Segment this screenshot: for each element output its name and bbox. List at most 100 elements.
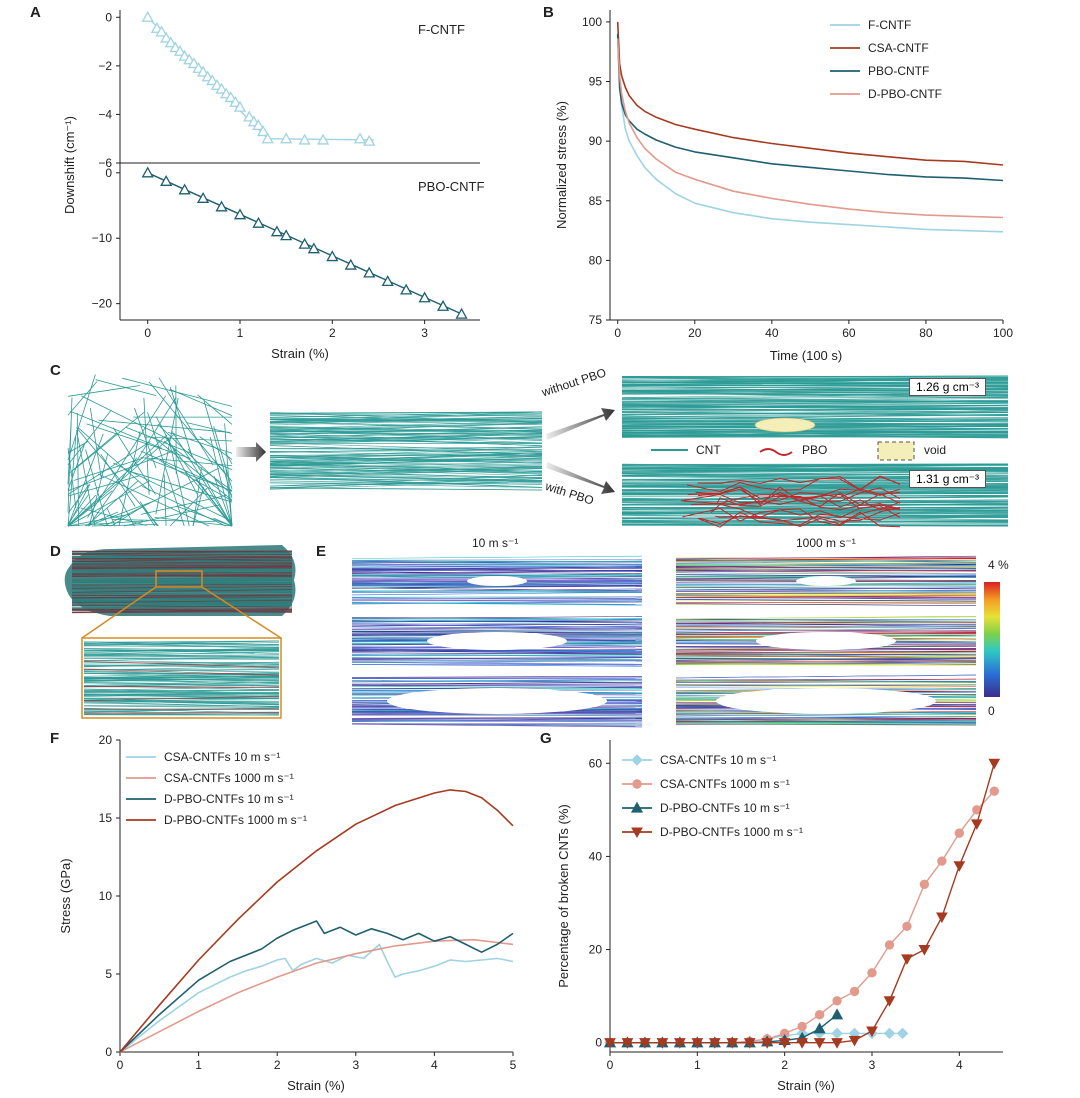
pbo-chain (691, 495, 901, 511)
zoom-inset-pbo (83, 660, 280, 715)
strain-fiber (675, 587, 977, 591)
pbo-chain (695, 488, 901, 502)
pbocntf-point (400, 283, 413, 295)
fiber (269, 461, 543, 468)
fiber (269, 442, 543, 452)
fiber (67, 381, 98, 416)
strain-fiber (675, 558, 977, 561)
pbocntf-point (233, 208, 247, 220)
pbocntf-point (307, 242, 320, 254)
fiber (214, 460, 233, 482)
panel-b-xlabel: Time (100 s) (770, 348, 842, 363)
fiber (88, 453, 109, 527)
x-tick-label: 1 (694, 1058, 701, 1072)
strain-fiber (675, 723, 977, 726)
fiber (269, 482, 543, 488)
fcntf-point (353, 132, 367, 144)
fiber (213, 476, 233, 527)
x-tick-label: 3 (869, 1058, 876, 1072)
fiber (83, 654, 280, 658)
fiber (71, 554, 293, 558)
strain-fiber (675, 562, 977, 565)
fracture-void (716, 688, 936, 714)
strain-fiber (675, 595, 977, 598)
fiber (83, 693, 280, 696)
fiber (269, 473, 543, 479)
fcntf-point (215, 82, 228, 94)
panel-g-point (656, 1038, 669, 1049)
x-tick-label: 0 (614, 326, 621, 340)
strain-fiber (351, 616, 643, 619)
strain-snapshot-col1-row3 (351, 675, 643, 728)
strain-fiber (351, 572, 643, 576)
fiber (81, 395, 171, 441)
fiber (621, 425, 1009, 429)
y-tick-label: 0 (105, 1045, 112, 1059)
pbocntf-point (436, 299, 450, 311)
y-tick-label: 95 (589, 75, 603, 89)
legend-label: PBO-CNTF (868, 64, 929, 78)
y-tick-label: 15 (99, 811, 113, 825)
strain-snapshot-col1-row1 (351, 555, 643, 606)
y-tick-label: −4 (98, 107, 112, 121)
fiber (621, 426, 1009, 432)
legend-label: D-PBO-CNTFs 10 m s⁻¹ (164, 792, 294, 806)
fcntf-point (256, 125, 270, 137)
pbo-chain (714, 506, 901, 522)
strain-fiber (675, 572, 977, 575)
fiber (83, 689, 280, 695)
x-tick-label: 3 (421, 326, 428, 340)
fiber (71, 557, 293, 560)
panel-f-series-line (119, 920, 514, 1053)
legend-marker (631, 754, 643, 766)
fiber (71, 566, 293, 569)
fcntf-fit-line (147, 16, 374, 141)
fiber (76, 427, 159, 527)
pbocntf-point (270, 225, 284, 237)
panel-g-point (918, 945, 931, 956)
fiber (185, 470, 233, 527)
panel-g-point (726, 1038, 739, 1049)
panel-g-point (954, 828, 965, 838)
fiber (269, 446, 543, 449)
fcntf-point (141, 10, 154, 22)
fiber (71, 568, 293, 571)
panel-g-point (883, 996, 896, 1007)
panel-g-point (848, 1035, 861, 1047)
panel-g-point (708, 1038, 721, 1049)
fcntf-point (243, 110, 256, 122)
y-tick-label: −2 (98, 59, 112, 73)
strain-fiber (351, 652, 643, 655)
fiber (209, 436, 233, 527)
fiber (86, 480, 139, 527)
fiber (67, 441, 151, 495)
panel-g-point (884, 940, 895, 950)
fiber (621, 433, 1009, 437)
panel-g-point (778, 1038, 791, 1049)
fcntf-point (261, 132, 274, 144)
fcntf-point (155, 25, 168, 37)
strain-snapshot-col2-row1 (675, 555, 977, 606)
panel-a-ylabel: Downshift (cm⁻¹) (62, 116, 77, 214)
fiber (83, 692, 280, 697)
fiber (621, 519, 1009, 523)
fiber (269, 445, 543, 456)
panel-g-point (796, 1038, 808, 1049)
strain-fiber (351, 555, 643, 559)
panel-g-point (831, 1027, 843, 1040)
strain-fiber (351, 649, 643, 652)
fiber (83, 664, 280, 667)
fiber (269, 439, 543, 444)
strain-fiber (351, 657, 643, 659)
y-tick-label: 100 (582, 15, 602, 29)
fiber (71, 574, 293, 576)
fiber (71, 588, 293, 590)
pbocntf-point (141, 166, 154, 178)
fiber (71, 572, 293, 574)
fiber (167, 432, 233, 454)
strain-fiber (351, 574, 643, 577)
strain-fiber (351, 664, 643, 667)
fiber (71, 597, 293, 600)
strain-fiber (675, 566, 977, 569)
panel-f-series-line (119, 789, 514, 1053)
